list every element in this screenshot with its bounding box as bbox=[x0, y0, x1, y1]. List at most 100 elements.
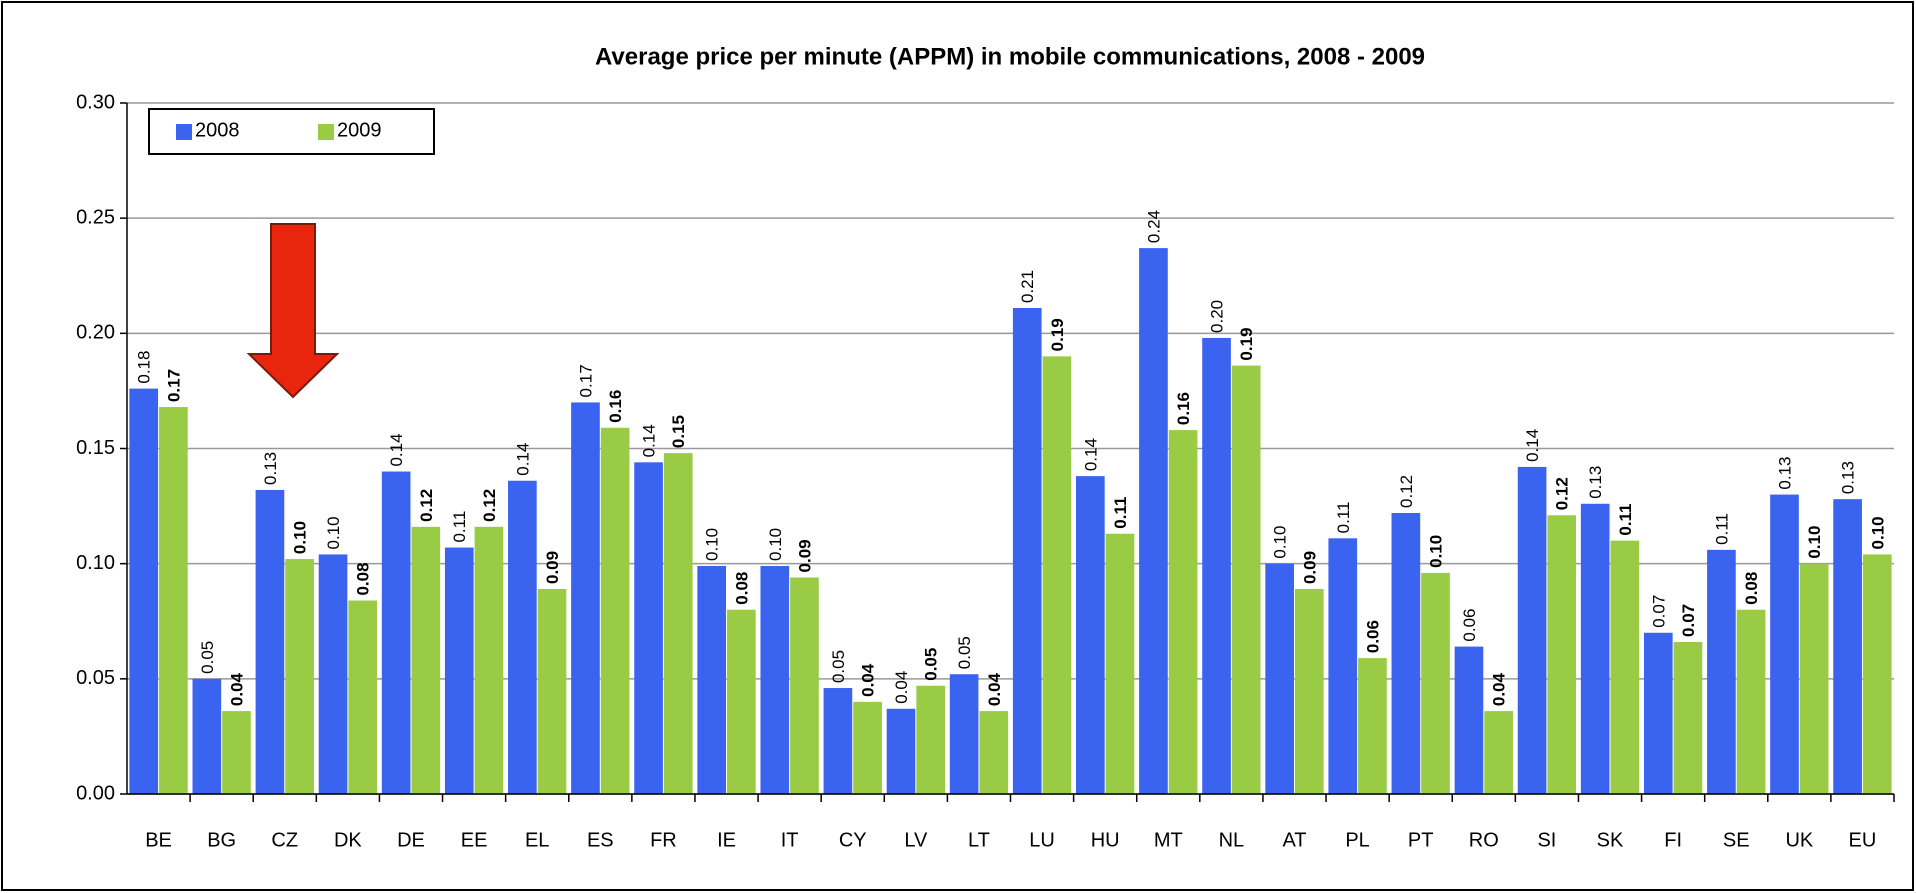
value-label: 0.05 bbox=[955, 636, 974, 669]
value-label: 0.10 bbox=[291, 521, 310, 554]
value-label: 0.24 bbox=[1144, 210, 1163, 243]
value-label: 0.08 bbox=[732, 572, 751, 605]
bar bbox=[823, 688, 853, 794]
value-label: 0.09 bbox=[795, 539, 814, 572]
x-tick-label: EE bbox=[461, 829, 488, 851]
bar bbox=[949, 674, 979, 794]
bar bbox=[853, 701, 882, 794]
bar bbox=[1547, 515, 1577, 794]
x-tick-label: EL bbox=[525, 829, 549, 851]
value-label: 0.14 bbox=[1523, 429, 1542, 462]
value-label: 0.13 bbox=[1839, 461, 1858, 494]
value-label: 0.16 bbox=[1174, 392, 1193, 425]
value-label: 0.17 bbox=[576, 364, 595, 397]
bar bbox=[1328, 538, 1358, 794]
x-tick-label: RO bbox=[1469, 829, 1499, 851]
x-tick-label: HU bbox=[1091, 829, 1120, 851]
bar bbox=[979, 711, 1009, 794]
bar bbox=[1202, 337, 1231, 794]
plot-area: 0.00 0.05 0.10 0.15 0.20 0.25 0.30 0.18 0.05 0.13… bbox=[76, 91, 1895, 851]
value-label: 0.07 bbox=[1679, 604, 1698, 637]
bar bbox=[1673, 641, 1703, 794]
bar bbox=[285, 559, 314, 794]
value-label: 0.06 bbox=[1460, 608, 1479, 641]
value-label: 0.12 bbox=[1397, 475, 1416, 508]
value-label: 0.12 bbox=[1553, 477, 1572, 510]
bar bbox=[1862, 554, 1892, 794]
y-tick-label: 0.25 bbox=[76, 206, 115, 228]
value-label: 0.05 bbox=[922, 648, 941, 681]
value-label: 0.10 bbox=[766, 528, 785, 561]
bar bbox=[222, 711, 251, 794]
x-tick-label: PL bbox=[1345, 829, 1369, 851]
y-tick-label: 0.30 bbox=[76, 91, 115, 113]
bar bbox=[444, 547, 474, 794]
x-tick-label: FI bbox=[1664, 829, 1682, 851]
x-tick-label: LV bbox=[904, 829, 928, 851]
x-tick-label: UK bbox=[1785, 829, 1813, 851]
value-label: 0.10 bbox=[1427, 535, 1446, 568]
value-label: 0.11 bbox=[1111, 497, 1130, 529]
value-label: 0.10 bbox=[703, 528, 722, 561]
value-label: 0.12 bbox=[480, 489, 499, 522]
x-tick-label: CZ bbox=[271, 829, 298, 851]
value-label: 0.13 bbox=[261, 452, 280, 485]
value-label: 0.16 bbox=[606, 390, 625, 423]
y-tick-label: 0.10 bbox=[76, 552, 115, 574]
bar bbox=[318, 554, 348, 794]
bar bbox=[1707, 549, 1736, 794]
bar bbox=[537, 589, 567, 794]
value-label: 0.04 bbox=[985, 672, 1004, 706]
x-tick-label: CY bbox=[839, 829, 867, 851]
value-label: 0.15 bbox=[669, 415, 688, 448]
value-label: 0.09 bbox=[1300, 551, 1319, 584]
value-label: 0.19 bbox=[1048, 318, 1067, 351]
bar bbox=[1042, 356, 1072, 794]
value-label: 0.07 bbox=[1649, 595, 1668, 628]
bar bbox=[129, 388, 159, 794]
value-label: 0.14 bbox=[640, 424, 659, 457]
bar bbox=[1231, 365, 1261, 794]
value-label: 0.11 bbox=[1334, 502, 1353, 534]
x-tick-label: LU bbox=[1029, 829, 1055, 851]
x-tick-label: ES bbox=[587, 829, 614, 851]
legend-swatch bbox=[318, 124, 334, 140]
bar bbox=[1105, 533, 1135, 794]
bar bbox=[1168, 430, 1198, 794]
value-label: 0.19 bbox=[1237, 327, 1256, 360]
bar bbox=[1833, 499, 1862, 794]
x-tick-label: FR bbox=[650, 829, 677, 851]
x-tick-label: SI bbox=[1537, 829, 1556, 851]
bar bbox=[1076, 476, 1105, 794]
bar bbox=[508, 480, 537, 794]
x-tick-label: PT bbox=[1408, 829, 1434, 851]
bar bbox=[600, 427, 630, 794]
bar bbox=[634, 462, 663, 794]
x-tick-label: LT bbox=[968, 829, 990, 851]
x-tick-label: DK bbox=[334, 829, 362, 851]
y-tick-label: 0.15 bbox=[76, 437, 115, 459]
value-label: 0.08 bbox=[354, 562, 373, 595]
bar bbox=[571, 402, 600, 794]
x-tick-label: DE bbox=[397, 829, 425, 851]
bar bbox=[1580, 503, 1610, 794]
bar bbox=[1139, 248, 1168, 795]
legend-label: 2008 bbox=[195, 119, 240, 141]
value-label: 0.17 bbox=[164, 369, 183, 402]
value-label: 0.20 bbox=[1208, 300, 1227, 333]
x-tick-label: EU bbox=[1849, 829, 1877, 851]
chart-title: Average price per minute (APPM) in mobil… bbox=[595, 43, 1425, 70]
bar bbox=[663, 453, 693, 794]
bar bbox=[760, 565, 790, 794]
x-tick-label: SE bbox=[1723, 829, 1750, 851]
bar bbox=[1391, 512, 1421, 794]
arrow bbox=[246, 223, 340, 399]
value-label: 0.21 bbox=[1018, 270, 1037, 303]
bar bbox=[1736, 609, 1766, 794]
bar bbox=[1770, 494, 1799, 794]
value-label: 0.10 bbox=[1868, 516, 1887, 549]
value-label: 0.11 bbox=[1616, 503, 1635, 535]
bar bbox=[411, 526, 441, 794]
value-label: 0.18 bbox=[135, 351, 154, 384]
